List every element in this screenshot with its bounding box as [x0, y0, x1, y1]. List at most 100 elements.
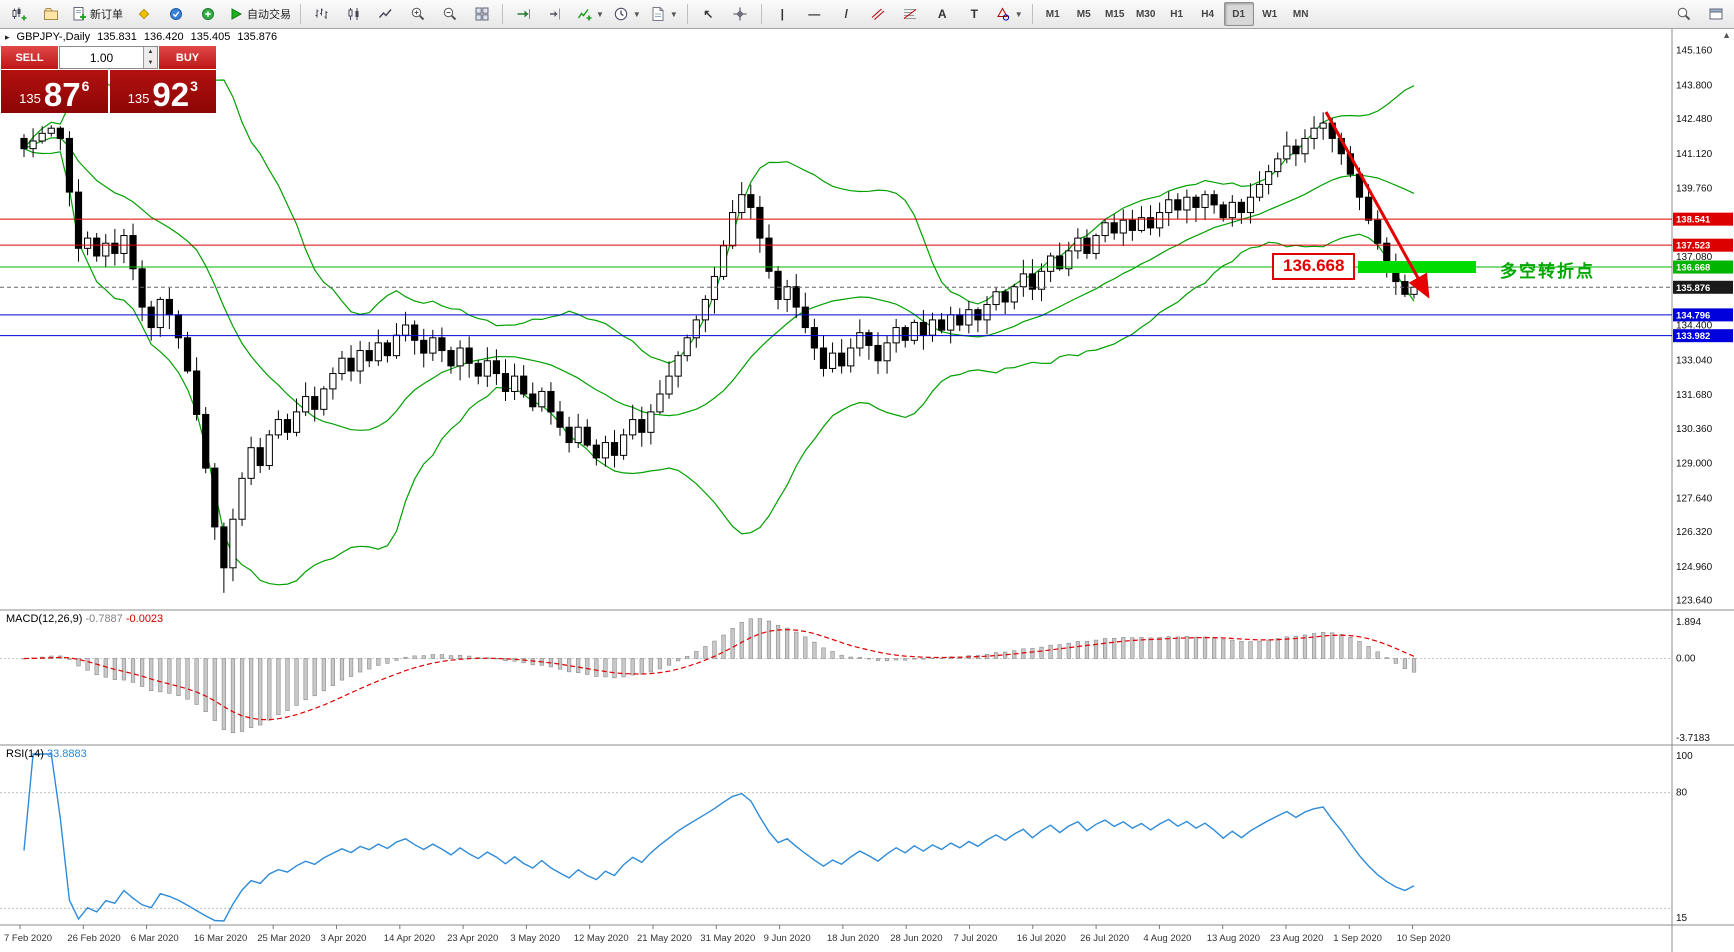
- ohlc-low: 135.405: [190, 31, 231, 43]
- timeframe-mn-button[interactable]: MN: [1292, 8, 1309, 20]
- one-click-trading-panel: SELL 1.00 ▲ ▼ BUY 135 87 6 135 92 3: [1, 46, 216, 113]
- toolbar-separator: [502, 4, 503, 24]
- svg-text:15: 15: [1676, 913, 1688, 924]
- line-chart-icon: [378, 6, 394, 22]
- bar-chart-icon: [314, 6, 330, 22]
- svg-text:137.080: 137.080: [1676, 252, 1713, 263]
- text-button[interactable]: A: [927, 2, 958, 26]
- horizontal-line-button[interactable]: —: [799, 2, 830, 26]
- chart-shift-button[interactable]: [540, 2, 571, 26]
- cursor-button[interactable]: ↖: [693, 2, 724, 26]
- trendline-icon: /: [844, 7, 848, 21]
- highlight-zone[interactable]: [1358, 261, 1476, 274]
- tile-windows-button[interactable]: [466, 2, 497, 26]
- vertical-line-button[interactable]: |: [767, 2, 798, 26]
- volume-increase-button[interactable]: ▲: [144, 47, 157, 58]
- channel-button[interactable]: [863, 2, 894, 26]
- crosshair-button[interactable]: [725, 2, 756, 26]
- autotrading-button[interactable]: 自动交易: [224, 2, 295, 26]
- price-axis: 145.160 143.800 142.480 141.120 139.760 137.0…: [1673, 46, 1733, 924]
- svg-text:6 Mar 2020: 6 Mar 2020: [131, 933, 179, 944]
- bollinger-lower-band: [23, 148, 1415, 586]
- svg-text:26 Feb 2020: 26 Feb 2020: [67, 933, 120, 944]
- timeframe-m15-button[interactable]: M15: [1104, 8, 1125, 20]
- bar-chart-button[interactable]: [306, 2, 337, 26]
- timeframe-h4-button[interactable]: H4: [1201, 8, 1215, 20]
- svg-text:23 Aug 2020: 23 Aug 2020: [1270, 933, 1323, 944]
- new-order-button[interactable]: 新订单: [67, 2, 127, 26]
- rsi-line: [23, 753, 1415, 922]
- candlestick-chart-button[interactable]: [338, 2, 369, 26]
- svg-text:31 May 2020: 31 May 2020: [700, 933, 755, 944]
- svg-text:131.680: 131.680: [1676, 390, 1713, 401]
- horizontal-line-icon: —: [808, 7, 821, 21]
- search-icon: [1676, 6, 1692, 22]
- svg-text:14 Apr 2020: 14 Apr 2020: [384, 933, 435, 944]
- trendline-button[interactable]: /: [831, 2, 862, 26]
- sell-button[interactable]: SELL: [1, 46, 58, 69]
- svg-text:10 Sep 2020: 10 Sep 2020: [1397, 933, 1451, 944]
- new-chart-button[interactable]: [3, 2, 34, 26]
- svg-text:18 Jun 2020: 18 Jun 2020: [827, 933, 879, 944]
- level-callout[interactable]: 136.668: [1272, 253, 1356, 280]
- timeframe-h1-button[interactable]: H1: [1170, 8, 1184, 20]
- strategy-tester-button[interactable]: [192, 2, 223, 26]
- timeframe-d1-button[interactable]: D1: [1223, 2, 1254, 26]
- rsi-value: 33.8883: [46, 748, 87, 760]
- periods-icon: [613, 6, 629, 22]
- buy-price-display[interactable]: 135 92 3: [109, 70, 216, 113]
- indicators-button[interactable]: ▼: [572, 2, 608, 26]
- svg-text:127.640: 127.640: [1676, 493, 1713, 504]
- zoom-in-button[interactable]: [402, 2, 433, 26]
- sell-price-sup: 6: [81, 78, 90, 94]
- indicators-icon: [576, 6, 592, 22]
- volume-decrease-button[interactable]: ▼: [144, 57, 157, 68]
- turning-point-label[interactable]: 多空转折点: [1500, 262, 1595, 281]
- date-axis: 7 Feb 2020 26 Feb 2020 6 Mar 2020 16 Mar 20…: [4, 925, 1450, 944]
- svg-text:7 Jul 2020: 7 Jul 2020: [954, 933, 998, 944]
- properties-icon: [1708, 6, 1724, 22]
- search-button[interactable]: [1668, 2, 1699, 26]
- timeframe-m5-button[interactable]: M5: [1076, 8, 1091, 20]
- price-tag-136.668: [1673, 260, 1733, 274]
- volume-input[interactable]: 1.00: [89, 50, 114, 65]
- metaeditor-button[interactable]: [128, 2, 159, 26]
- svg-text:21 May 2020: 21 May 2020: [637, 933, 692, 944]
- svg-text:100: 100: [1676, 751, 1693, 762]
- svg-text:134.796: 134.796: [1676, 310, 1710, 321]
- line-chart-button[interactable]: [370, 2, 401, 26]
- trend-arrow[interactable]: [1324, 111, 1430, 299]
- timeframe-m1-button[interactable]: M1: [1045, 8, 1060, 20]
- timeframe-w1-button[interactable]: W1: [1262, 8, 1278, 20]
- shapes-button[interactable]: ▼: [991, 2, 1027, 26]
- zoom-out-button[interactable]: [434, 2, 465, 26]
- svg-text:4 Aug 2020: 4 Aug 2020: [1143, 933, 1191, 944]
- properties-button[interactable]: [1700, 2, 1731, 26]
- timeframe-m30-button[interactable]: M30: [1135, 8, 1156, 20]
- fibonacci-button[interactable]: [895, 2, 926, 26]
- bollinger-middle-band: [23, 137, 1415, 431]
- sell-price-display[interactable]: 135 87 6: [1, 70, 108, 113]
- svg-text:9 Jun 2020: 9 Jun 2020: [764, 933, 811, 944]
- scroll-up-icon[interactable]: ▲: [1722, 30, 1731, 40]
- terminal-icon: [168, 6, 184, 22]
- svg-text:142.480: 142.480: [1676, 114, 1713, 125]
- text-label-button[interactable]: T: [959, 2, 990, 26]
- svg-text:129.000: 129.000: [1676, 459, 1713, 470]
- auto-scroll-button[interactable]: [508, 2, 539, 26]
- templates-button[interactable]: ▼: [646, 2, 682, 26]
- zoom-out-icon: [442, 6, 458, 22]
- buy-button[interactable]: BUY: [159, 46, 216, 69]
- svg-text:126.320: 126.320: [1676, 527, 1713, 538]
- tile-windows-icon: [474, 6, 490, 22]
- one-click-collapse-icon[interactable]: ▸: [5, 31, 10, 42]
- terminal-button[interactable]: [160, 2, 191, 26]
- volume-control: 1.00 ▲ ▼: [59, 46, 158, 69]
- svg-text:136.668: 136.668: [1676, 263, 1710, 274]
- svg-text:141.120: 141.120: [1676, 149, 1713, 160]
- new-order-button-label: 新订单: [90, 9, 123, 21]
- svg-text:23 Apr 2020: 23 Apr 2020: [447, 933, 498, 944]
- periods-button[interactable]: ▼: [609, 2, 645, 26]
- profiles-button[interactable]: [35, 2, 66, 26]
